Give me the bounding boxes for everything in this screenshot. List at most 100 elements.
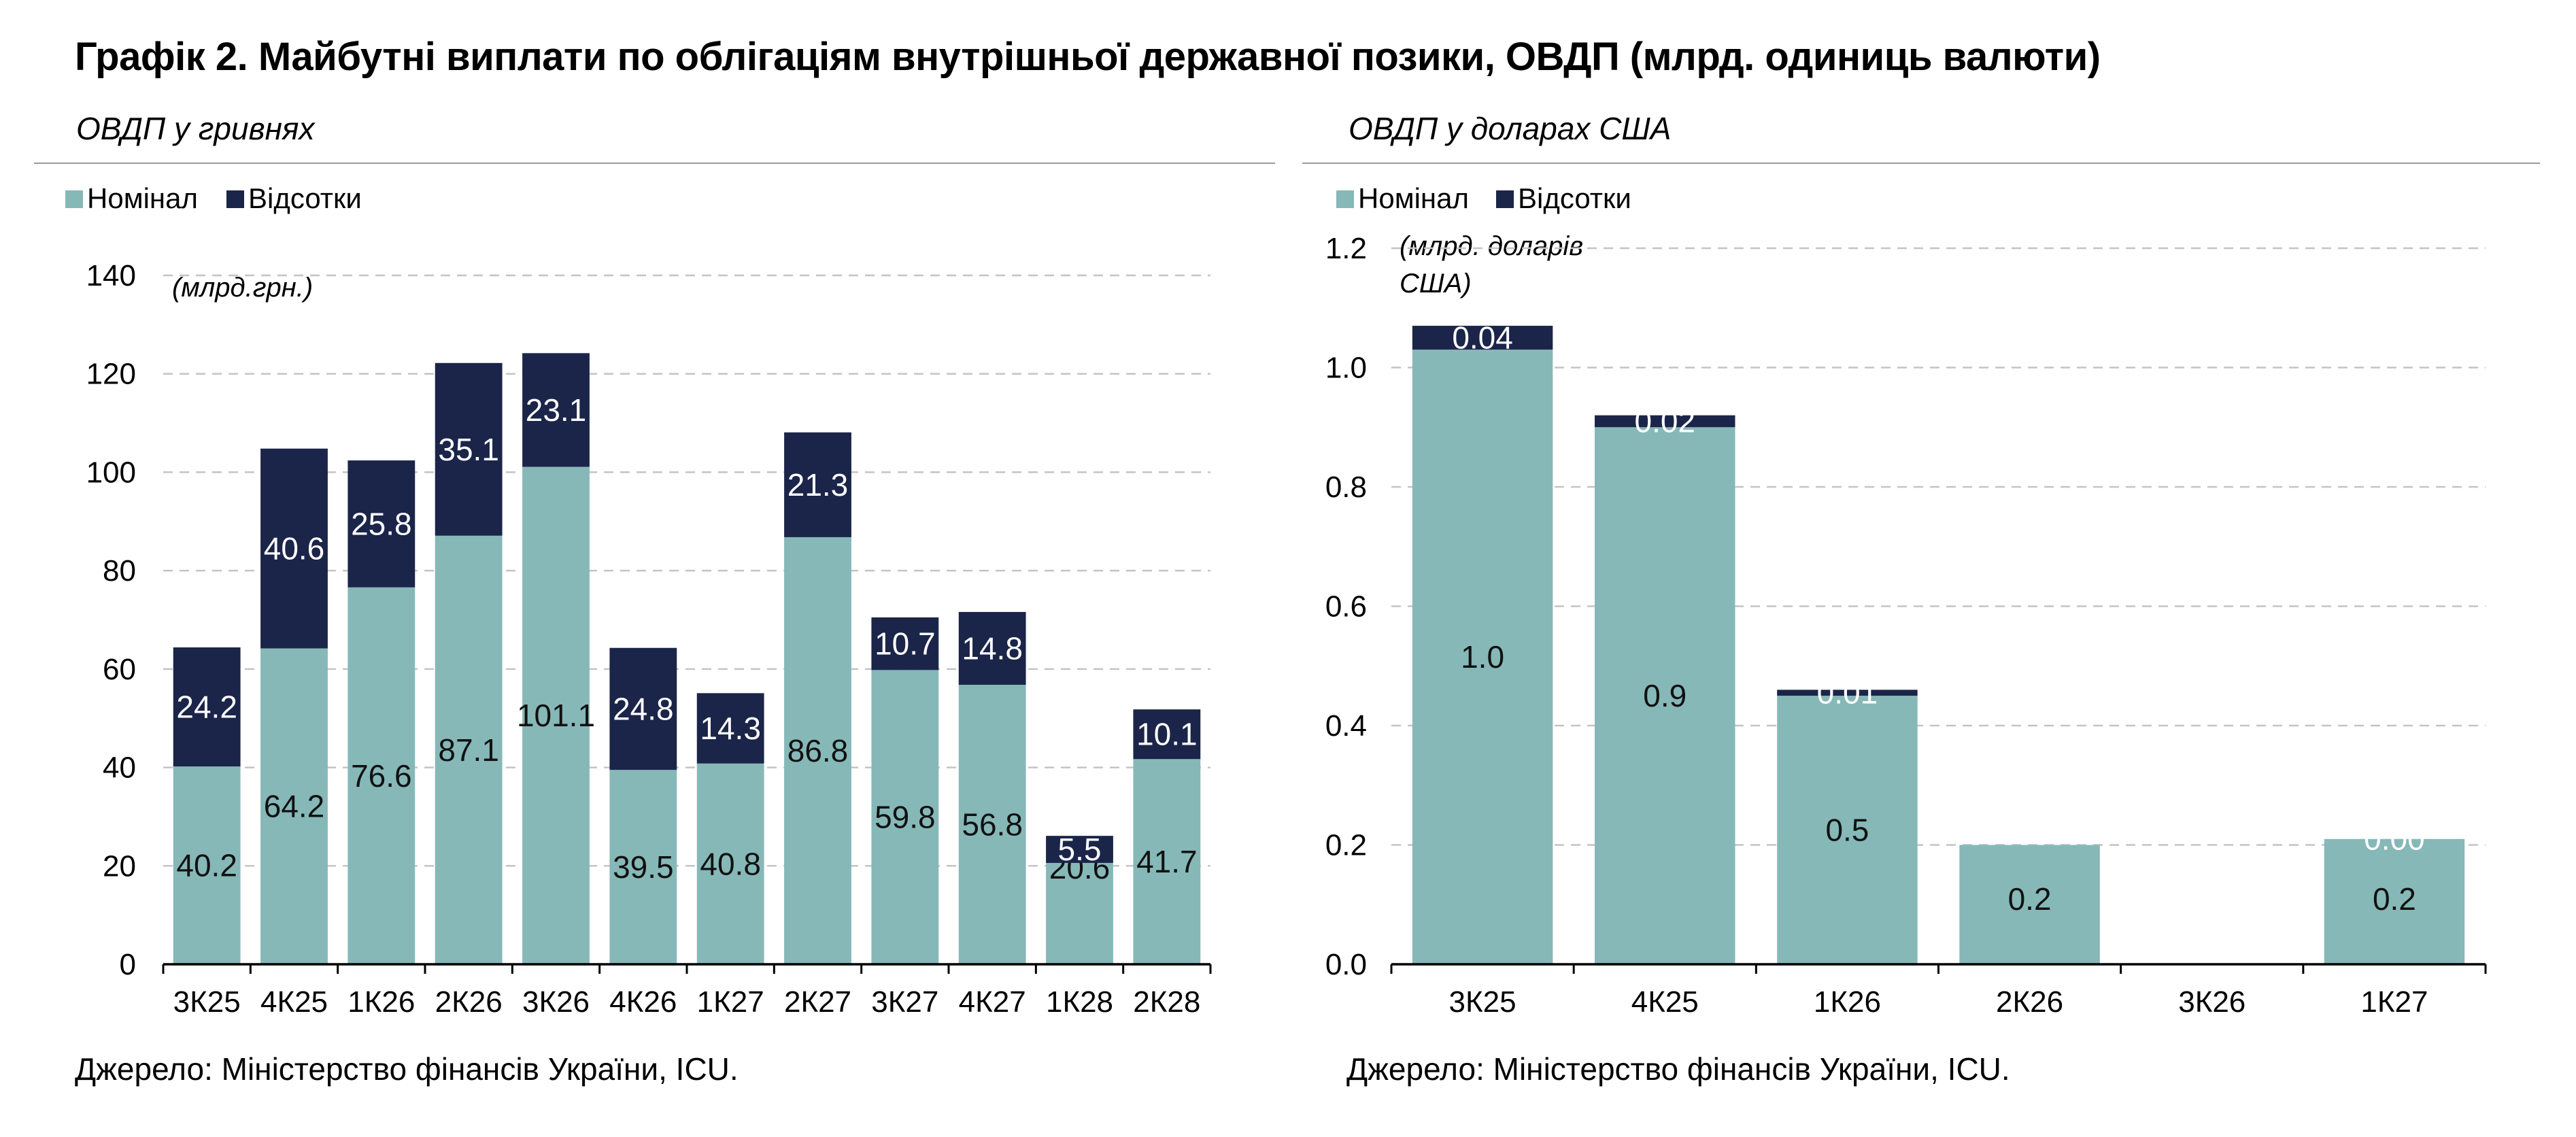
y-tick-label: 0.6 (1325, 590, 1367, 624)
data-label-nominal: 87.1 (438, 732, 499, 768)
x-tick-label: 1К27 (697, 985, 764, 1019)
x-tick-label: 2К28 (1133, 985, 1200, 1019)
bar-interest (1046, 836, 1113, 863)
bar-nominal (1959, 845, 2100, 964)
x-tick-label: 1К27 (2360, 985, 2428, 1019)
legend-label-nominal: Номінал (1358, 182, 1469, 214)
bar-nominal (260, 648, 328, 964)
data-label-interest: 35.1 (438, 432, 499, 467)
chart-uah-legend: Номінал Відсотки (65, 182, 362, 214)
data-label-interest: 24.8 (613, 691, 674, 726)
data-label-interest: 10.7 (875, 626, 936, 662)
y-tick-label: 0.2 (1325, 829, 1367, 862)
x-tick-label: 1К26 (348, 985, 415, 1019)
y-tick-label: 1.2 (1325, 232, 1367, 265)
legend-swatch-interest (1496, 190, 1514, 208)
data-label-nominal: 0.2 (2373, 881, 2416, 917)
bar-nominal (958, 685, 1026, 964)
y-tick-label: 0.0 (1325, 948, 1367, 981)
data-label-interest: 14.8 (962, 630, 1023, 666)
data-label-interest: 40.6 (264, 531, 325, 566)
bar-interest (784, 432, 851, 537)
page-title: Графік 2. Майбутні виплати по облігаціям… (75, 35, 2101, 79)
data-label-nominal: 39.5 (613, 849, 674, 885)
bar-nominal (173, 766, 241, 964)
x-tick-label: 2К26 (1996, 985, 2063, 1019)
bar-interest (173, 647, 241, 767)
data-label-nominal: 86.8 (787, 733, 849, 768)
x-tick-label: 4К25 (1631, 985, 1699, 1019)
data-label-interest: 0.04 (1452, 320, 1513, 356)
chart-uah-plot: 0 20 40 60 80 100 120 140 40.2 24.2 3К25 64.2 40.6 4К… (86, 259, 1212, 1019)
bar-nominal (522, 466, 590, 964)
y-tick-label: 1.0 (1325, 352, 1367, 385)
bar-interest (1777, 690, 1918, 696)
bar-interest (260, 448, 328, 649)
x-tick-label: 4К25 (260, 985, 328, 1019)
data-label-nominal: 59.8 (875, 800, 936, 835)
chart-usd-source: Джерело: Міністерство фінансів України, … (1346, 1051, 2010, 1087)
chart-usd-legend: Номінал Відсотки (1336, 182, 1631, 214)
bar-interest (1595, 415, 1735, 428)
data-label-interest: 14.3 (700, 711, 761, 746)
data-label-interest: 0.02 (1634, 403, 1695, 439)
bar-interest (958, 611, 1026, 685)
x-tick-label: 3К26 (522, 985, 590, 1019)
data-label-nominal: 0.5 (1825, 813, 1869, 848)
bar-interest (348, 460, 416, 588)
y-tick-label: 120 (86, 358, 136, 391)
bar-nominal (871, 670, 939, 964)
data-label-nominal: 101.1 (517, 698, 595, 733)
bar-nominal (1777, 696, 1918, 964)
bar-nominal (609, 770, 677, 964)
data-label-interest: 0.01 (1817, 675, 1878, 711)
y-tick-label: 140 (86, 259, 136, 292)
data-label-nominal: 0.2 (2008, 881, 2052, 917)
bar-interest (1412, 326, 1553, 350)
x-tick-label: 3К25 (1449, 985, 1516, 1019)
x-tick-label: 4К26 (609, 985, 677, 1019)
data-label-nominal: 41.7 (1136, 844, 1198, 879)
data-label-nominal: 1.0 (1461, 639, 1504, 675)
data-label-interest: 10.1 (1136, 717, 1198, 752)
bar-interest (522, 353, 590, 467)
y-tick-label: 0 (120, 948, 136, 981)
bar-nominal (435, 535, 503, 964)
chart-uah-source: Джерело: Міністерство фінансів України, … (75, 1051, 739, 1087)
chart-uah: ОВДП у гривнях Номінал Відсотки (млрд.гр… (34, 111, 1275, 1087)
chart-usd: ОВДП у доларах США Номінал Відсотки (млр… (1302, 111, 2540, 1087)
bar-interest (1133, 709, 1201, 760)
data-label-nominal: 76.6 (351, 758, 412, 794)
chart-usd-plot: 0.0 0.2 0.4 0.6 0.8 1.0 1.2 1.0 0.04 3К25 0.9 0.02 4… (1325, 232, 2487, 1019)
x-tick-label: 2К27 (784, 985, 851, 1019)
data-label-interest: 24.2 (176, 690, 237, 725)
bar-nominal (1595, 427, 1735, 964)
legend-swatch-nominal (1336, 190, 1354, 208)
chart-usd-unit-label-line1: (млрд. доларів (1400, 231, 1583, 261)
data-label-interest: 25.8 (351, 506, 412, 541)
data-label-nominal: 40.2 (176, 848, 237, 883)
bar-interest (609, 647, 677, 770)
bar-nominal (348, 587, 416, 964)
legend-label-interest: Відсотки (248, 182, 362, 214)
legend-swatch-nominal (65, 190, 83, 208)
x-tick-label: 1К26 (1814, 985, 1881, 1019)
legend-label-interest: Відсотки (1518, 182, 1631, 214)
data-label-interest: 23.1 (526, 392, 587, 428)
chart-usd-unit-label: (млрд. доларів США) (1400, 231, 1591, 299)
data-label-interest: 5.5 (1058, 832, 1102, 867)
x-tick-label: 2К26 (435, 985, 503, 1019)
data-label-interest: 0.00 (2364, 821, 2425, 857)
legend-label-nominal: Номінал (87, 182, 198, 214)
y-tick-label: 0.8 (1325, 471, 1367, 504)
chart-usd-unit-label-line2: США) (1400, 269, 1472, 299)
bar-interest (696, 693, 764, 764)
y-tick-label: 40 (103, 751, 136, 785)
x-tick-label: 1К28 (1046, 985, 1113, 1019)
chart-uah-unit-label: (млрд.грн.) (172, 273, 313, 303)
y-tick-label: 0.4 (1325, 709, 1367, 743)
legend-swatch-interest (226, 190, 244, 208)
bar-nominal (1133, 759, 1201, 964)
bar-interest (435, 362, 503, 536)
